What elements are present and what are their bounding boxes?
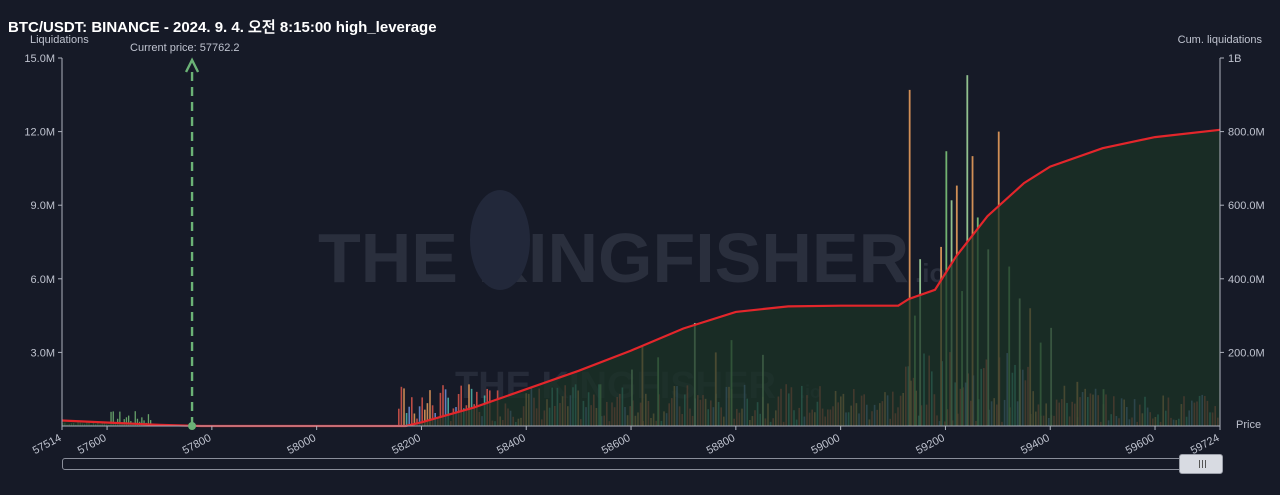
current-price-marker[interactable]: Current price: 57762.2 [130,42,240,430]
liq-bar [426,403,429,426]
liq-bar [447,397,449,426]
liq-bar [136,418,139,426]
cum-area [62,129,1220,427]
kingfisher-logo-icon [470,190,530,290]
liq-bar [110,411,112,426]
liq-bar [418,406,421,426]
liq-bar [408,406,410,426]
y-right-tick-label: 200.0M [1228,347,1265,359]
current-price-arrow-icon [184,57,200,73]
liq-bar [150,420,152,426]
x-tick-label: 58000 [285,432,318,457]
y-left-tick-label: 15.0M [24,53,55,65]
liq-bar [439,392,442,426]
y-right-tick-label: 1B [1228,53,1241,65]
x-tick-label: 59200 [914,432,947,457]
liq-bar [400,386,403,426]
liq-bar [147,414,150,426]
current-price-label: Current price: 57762.2 [130,42,239,54]
slider-handle[interactable] [1179,454,1223,474]
y-left-tick-label: 12.0M [24,127,55,139]
x-tick-label: 57800 [181,432,214,457]
liq-bar [413,413,416,426]
right-axis-label: Cum. liquidations [1178,34,1263,46]
liq-bar [119,411,121,426]
x-tick-label: 58400 [495,432,528,457]
x-axis-label: Price [1236,419,1261,431]
liq-bar [457,393,460,426]
x-tick-label: 57514 [31,432,64,457]
x-tick-label: 57600 [76,432,109,457]
left-axis-label: Liquidations [30,34,89,46]
current-price-dot [188,422,197,430]
cum-liquidation-line [61,128,1221,428]
liq-bar [128,415,130,426]
x-tick-label: 59400 [1019,432,1052,457]
chart-title: BTC/USDT: BINANCE - 2024. 9. 4. 오전 8:15:… [8,19,437,36]
liq-spike-bar [908,89,911,426]
y-left-tick-label: 6.0M [31,274,55,286]
liq-bar [424,409,426,426]
liq-bar [411,397,413,426]
liq-bar [429,390,431,426]
liq-bar [134,411,136,426]
liq-bar [398,408,400,426]
y-right-tick-label: 400.0M [1228,274,1265,286]
y-right-tick-label: 800.0M [1228,127,1265,139]
x-tick-label: 59600 [1124,432,1157,457]
liq-bar [112,411,114,426]
liq-bar [444,389,447,426]
x-tick-label: 59000 [809,432,842,457]
range-slider[interactable] [62,454,1223,474]
y-left-tick-label: 3.0M [31,347,55,359]
x-tick-label: 58800 [705,432,738,457]
watermark-text: THE KINGFISHER [318,219,909,297]
liq-bar [421,397,423,426]
x-tick-label: 58200 [390,432,423,457]
y-left-tick-label: 9.0M [31,200,55,212]
x-tick-label: 58600 [600,432,633,457]
liq-bar [405,413,408,426]
liq-bar [403,388,405,426]
liq-bar [442,385,444,426]
liq-bar [125,417,128,426]
y-right-tick-label: 600.0M [1228,200,1265,212]
liq-bar [141,417,143,426]
liq-bar [431,405,434,426]
liq-bar [468,384,470,426]
liq-bar [460,385,462,426]
